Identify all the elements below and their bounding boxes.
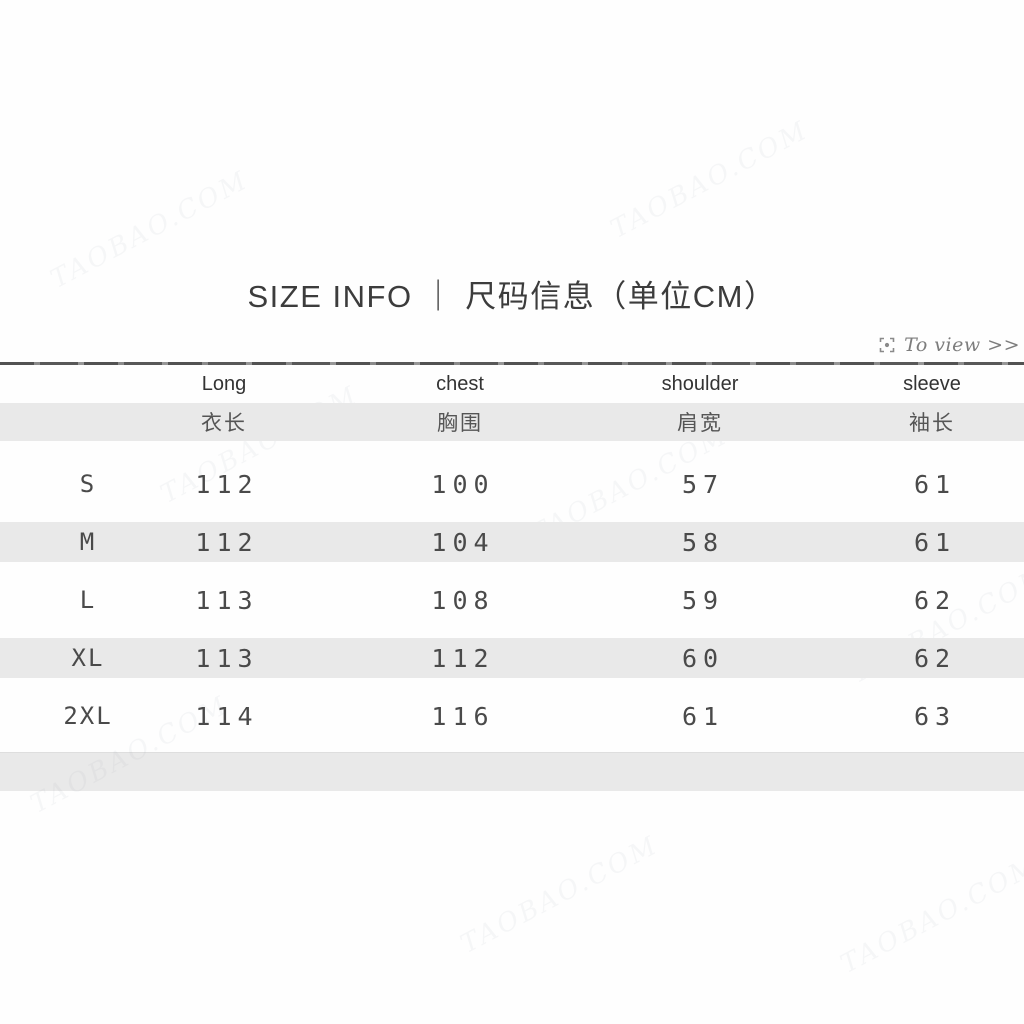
size-label: S bbox=[79, 470, 97, 498]
sleeve-value: 62 bbox=[913, 643, 957, 673]
chest-value: 116 bbox=[431, 701, 495, 731]
table-row: S 112 100 57 61 bbox=[0, 455, 1024, 513]
column-header-sleeve-en: sleeve bbox=[903, 372, 961, 395]
focus-viewfinder-icon bbox=[879, 337, 895, 353]
table-trailing-band bbox=[0, 752, 1024, 791]
size-label: 2XL bbox=[63, 702, 113, 730]
chest-value: 100 bbox=[431, 469, 495, 499]
sleeve-value: 62 bbox=[913, 585, 957, 615]
table-row: XL 113 112 60 62 bbox=[0, 629, 1024, 687]
long-value: 112 bbox=[195, 469, 259, 499]
page-title: SIZE INFO ｜ 尺码信息（单位CM） bbox=[247, 279, 777, 314]
shoulder-value: 61 bbox=[681, 701, 725, 731]
shoulder-value: 58 bbox=[681, 527, 725, 557]
column-header-shoulder-en: shoulder bbox=[661, 372, 739, 395]
size-label: M bbox=[79, 528, 97, 556]
to-view-label: To view >> bbox=[904, 334, 1020, 356]
table-row: 2XL 114 116 61 63 bbox=[0, 687, 1024, 745]
shoulder-value: 60 bbox=[681, 643, 725, 673]
table-header-en: Long chest shoulder sleeve bbox=[0, 365, 1024, 403]
to-view-link[interactable]: To view >> bbox=[0, 333, 1024, 357]
long-value: 113 bbox=[195, 585, 259, 615]
sleeve-value: 61 bbox=[913, 469, 957, 499]
table-body: S 112 100 57 61 M 112 104 58 61 L 113 10… bbox=[0, 455, 1024, 745]
chest-value: 104 bbox=[431, 527, 495, 557]
chest-value: 112 bbox=[431, 643, 495, 673]
table-header-cn: 衣长 胸围 肩宽 袖长 bbox=[0, 403, 1024, 441]
column-header-sleeve-cn: 袖长 bbox=[909, 412, 955, 435]
size-table: Long chest shoulder sleeve 衣长 胸围 肩宽 袖长 S… bbox=[0, 365, 1024, 791]
watermark: TAOBAO.COM bbox=[835, 850, 1024, 980]
shoulder-value: 59 bbox=[681, 585, 725, 615]
column-header-long-en: Long bbox=[201, 372, 247, 395]
column-header-shoulder-cn: 肩宽 bbox=[677, 412, 723, 435]
table-row: L 113 108 59 62 bbox=[0, 571, 1024, 629]
watermark: TAOBAO.COM bbox=[455, 830, 664, 960]
long-value: 114 bbox=[195, 701, 259, 731]
sleeve-value: 61 bbox=[913, 527, 957, 557]
shoulder-value: 57 bbox=[681, 469, 725, 499]
long-value: 113 bbox=[195, 643, 259, 673]
size-label: L bbox=[79, 586, 97, 614]
watermark: TAOBAO.COM bbox=[605, 115, 814, 245]
table-row: M 112 104 58 61 bbox=[0, 513, 1024, 571]
column-header-chest-en: chest bbox=[436, 372, 484, 395]
divider-rule bbox=[0, 362, 1024, 365]
column-header-chest-cn: 胸围 bbox=[437, 412, 483, 435]
size-label: XL bbox=[71, 644, 105, 672]
chest-value: 108 bbox=[431, 585, 495, 615]
long-value: 112 bbox=[195, 527, 259, 557]
sleeve-value: 63 bbox=[913, 701, 957, 731]
column-header-long-cn: 衣长 bbox=[201, 412, 247, 435]
